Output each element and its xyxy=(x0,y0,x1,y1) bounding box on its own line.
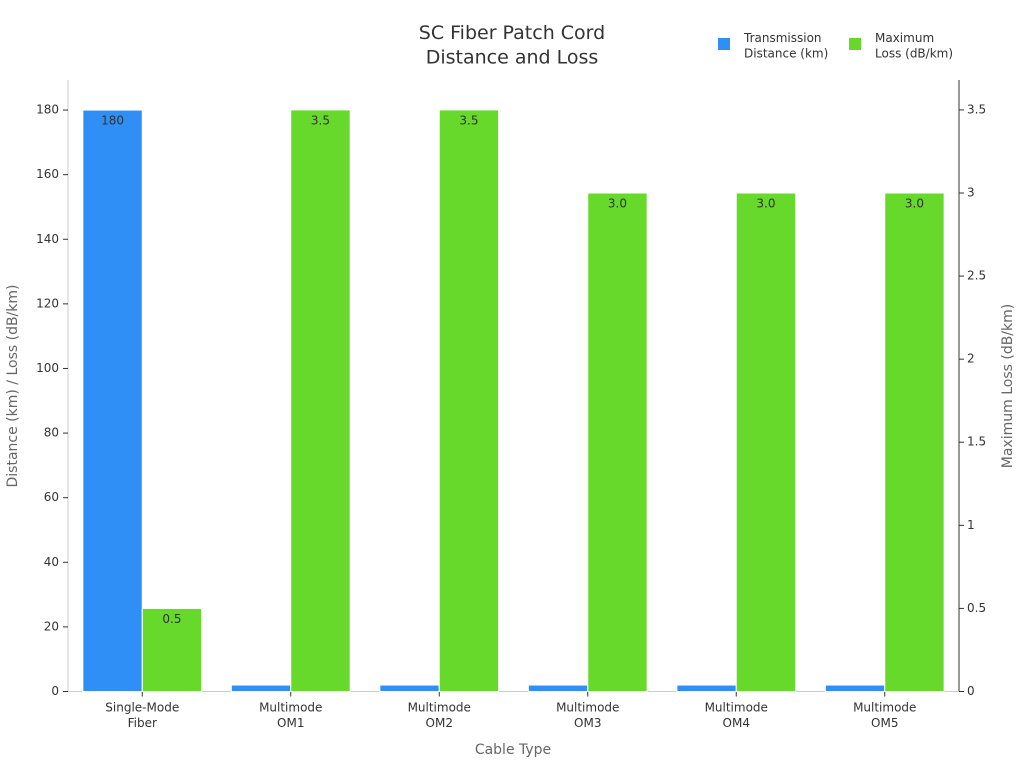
value-label: 180 xyxy=(101,114,124,128)
bar xyxy=(527,684,589,693)
y-tick-label: 100 xyxy=(36,361,59,375)
bar xyxy=(884,192,945,692)
value-label: 0.5 xyxy=(162,612,181,626)
value-label: 3.5 xyxy=(311,113,330,127)
bar xyxy=(438,109,500,692)
legend-label: Maximum Loss (dB/km) xyxy=(875,31,953,61)
x-tick-label: Single-Mode Fiber xyxy=(105,700,179,730)
y2-tick-label: 1 xyxy=(967,518,975,532)
bar xyxy=(82,109,143,693)
x-tick-label: Multimode OM2 xyxy=(408,700,471,730)
legend-swatch xyxy=(718,38,730,50)
bar xyxy=(824,684,886,693)
x-tick-label: Multimode OM1 xyxy=(259,700,322,730)
y2-axis-title: Maximum Loss (dB/km) xyxy=(1000,304,1016,468)
legend-label: Transmission Distance (km) xyxy=(743,31,828,61)
y2-tick-label: 3 xyxy=(967,185,975,199)
value-label: 3.5 xyxy=(459,113,478,127)
y2-tick-label: 1.5 xyxy=(967,435,986,449)
y2-tick-label: 0 xyxy=(967,684,975,698)
y2-tick-label: 0.5 xyxy=(967,601,986,615)
value-label: 3.0 xyxy=(756,196,775,210)
y-tick-label: 180 xyxy=(36,103,59,117)
y2-tick-label: 3.5 xyxy=(967,102,986,116)
y-tick-label: 20 xyxy=(44,619,59,633)
y2-tick-label: 2 xyxy=(967,352,975,366)
legend-swatch xyxy=(849,38,861,50)
x-tick-label: Multimode OM3 xyxy=(556,700,619,730)
y-axis-title: Distance (km) / Loss (dB/km) xyxy=(5,285,21,488)
bar xyxy=(676,684,737,693)
y-tick-label: 40 xyxy=(44,555,59,569)
x-tick-label: Multimode OM4 xyxy=(705,700,768,730)
y-tick-label: 140 xyxy=(36,232,59,246)
bar xyxy=(379,684,440,693)
bar xyxy=(735,192,797,692)
x-axis-title: Cable Type xyxy=(475,742,551,758)
y-tick-label: 120 xyxy=(36,296,59,310)
y-tick-label: 60 xyxy=(44,490,59,504)
x-tick-label: Multimode OM5 xyxy=(853,700,916,730)
y-tick-label: 160 xyxy=(36,167,59,181)
bar xyxy=(141,607,203,693)
bar xyxy=(290,109,351,692)
y-tick-label: 80 xyxy=(44,426,59,440)
bar xyxy=(587,192,648,692)
y-tick-label: 0 xyxy=(51,684,59,698)
bar xyxy=(230,684,292,693)
value-label: 3.0 xyxy=(608,196,627,210)
chart-title: SC Fiber Patch Cord Distance and Loss xyxy=(419,22,605,69)
y2-tick-label: 2.5 xyxy=(967,269,986,283)
value-label: 3.0 xyxy=(905,196,924,210)
